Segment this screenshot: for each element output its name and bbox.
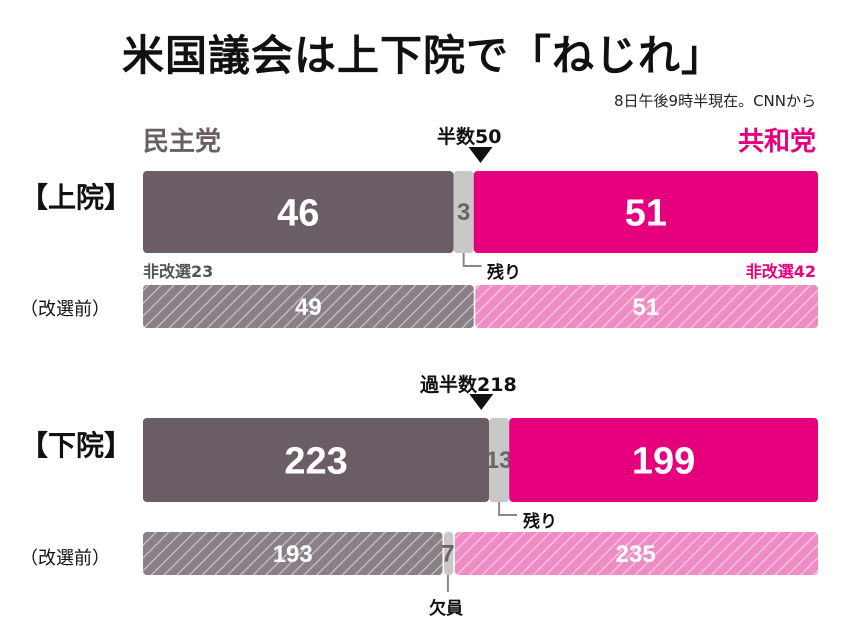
senate-remaining-leader xyxy=(462,253,482,267)
senate-value-民主党: 46 xyxy=(277,193,319,235)
house-value-共和党: 199 xyxy=(632,441,695,483)
house-bar-prev-共和党 xyxy=(454,532,818,575)
house-majority-label: 過半数218 xyxy=(420,374,517,396)
house-remaining-leader xyxy=(498,502,518,516)
senate-value-prev-民主党: 49 xyxy=(295,294,322,321)
house-label: 【下院】 xyxy=(20,429,133,462)
house-remaining-label: 残り xyxy=(523,512,557,532)
senate-bar-共和党 xyxy=(473,171,818,253)
source-note: 8日午後9時半現在。CNNから xyxy=(613,92,816,110)
senate-nonup-dem: 非改選23 xyxy=(143,262,214,281)
senate-value-残り: 3 xyxy=(457,199,470,226)
house-bar-prev-欠員 xyxy=(443,532,454,575)
senate-value-共和党: 51 xyxy=(625,193,667,235)
senate-bar-民主党 xyxy=(143,171,454,253)
democrat-label: 民主党 xyxy=(143,127,222,157)
house-value-残り: 13 xyxy=(486,447,513,474)
senate-bar-残り xyxy=(453,171,474,253)
senate-nonup-rep: 非改選42 xyxy=(745,262,816,281)
house-value-民主党: 223 xyxy=(284,441,347,483)
house-vacant-label: 欠員 xyxy=(429,599,463,619)
house-value-prev-共和党: 235 xyxy=(616,541,656,568)
house-value-prev-民主党: 193 xyxy=(273,541,313,568)
senate-prev-label: （改選前） xyxy=(20,299,110,320)
senate-majority-label: 半数50 xyxy=(437,126,502,148)
senate-majority-marker xyxy=(468,147,493,163)
house-bar-共和党 xyxy=(509,418,818,502)
senate-bar-prev-民主党 xyxy=(143,285,474,328)
house-bar-民主党 xyxy=(143,418,490,502)
senate-value-prev-共和党: 51 xyxy=(633,294,660,321)
house-majority-marker xyxy=(469,394,494,410)
senate-remaining-label: 残り xyxy=(487,263,521,283)
house-value-prev-欠員: 7 xyxy=(441,541,454,568)
house-bar-prev-民主党 xyxy=(143,532,443,575)
chart-title: 米国議会は上下院で「ねじれ」 xyxy=(121,31,724,80)
republican-label: 共和党 xyxy=(737,127,816,157)
senate-bar-prev-共和党 xyxy=(475,285,818,328)
senate-label: 【上院】 xyxy=(20,181,133,214)
house-bar-残り xyxy=(489,418,510,502)
house-prev-label: （改選前） xyxy=(20,548,110,569)
